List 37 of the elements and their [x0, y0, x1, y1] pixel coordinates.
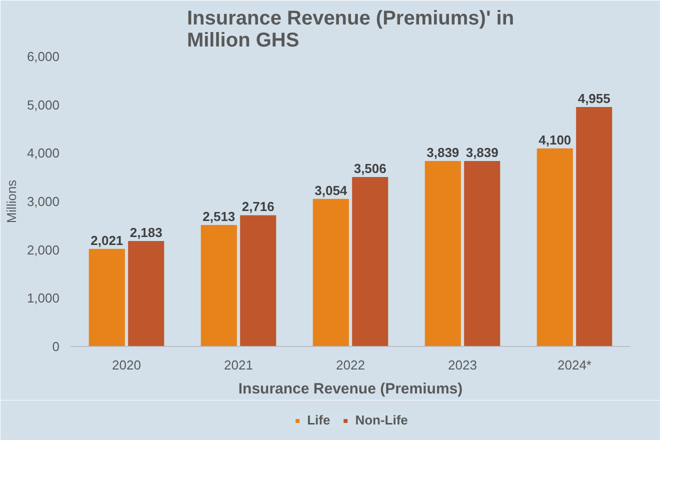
- x-tick-label: 2023: [448, 358, 477, 372]
- bar: [240, 215, 276, 346]
- bar: [88, 248, 125, 346]
- data-label: 2,021: [90, 232, 124, 248]
- bar: [576, 107, 612, 346]
- bar: [536, 148, 573, 346]
- data-label: 4,100: [538, 132, 572, 148]
- bar: [200, 225, 237, 346]
- y-axis-title: Millions: [4, 179, 19, 224]
- bar: [464, 160, 500, 346]
- bar: [128, 240, 164, 346]
- y-tick-label: 5,000: [26, 97, 60, 112]
- y-tick-label: 2,000: [26, 242, 60, 258]
- legend-label: Non-Life: [355, 412, 408, 428]
- data-label: 2,716: [242, 199, 274, 214]
- legend-label: Life: [307, 412, 330, 428]
- x-tick-label: 2024*: [558, 358, 592, 372]
- y-tick-label: 4,000: [26, 146, 60, 161]
- data-label: 3,054: [314, 182, 348, 198]
- y-tick-label: 3,000: [26, 194, 60, 209]
- bar: [424, 160, 461, 346]
- data-label: 4,955: [578, 91, 610, 106]
- x-axis-title: Insurance Revenue (Premiums): [238, 380, 463, 398]
- data-label: 2,513: [202, 209, 236, 224]
- bar: [352, 177, 388, 346]
- y-tick-label: 6,000: [26, 49, 60, 64]
- data-label: 3,839: [466, 144, 498, 160]
- y-tick-label: 1,000: [26, 290, 60, 306]
- data-label: 2,183: [130, 224, 162, 240]
- data-label: 3,839: [426, 144, 460, 160]
- x-tick-label: 2020: [112, 358, 141, 372]
- data-label: 3,506: [354, 161, 386, 176]
- y-tick-label: 0: [52, 339, 60, 354]
- x-tick-label: 2021: [224, 358, 253, 372]
- chart-title: Insurance Revenue (Premiums)' in Million GHS: [186, 8, 514, 52]
- bar: [312, 198, 349, 346]
- x-tick-label: 2022: [336, 358, 365, 372]
